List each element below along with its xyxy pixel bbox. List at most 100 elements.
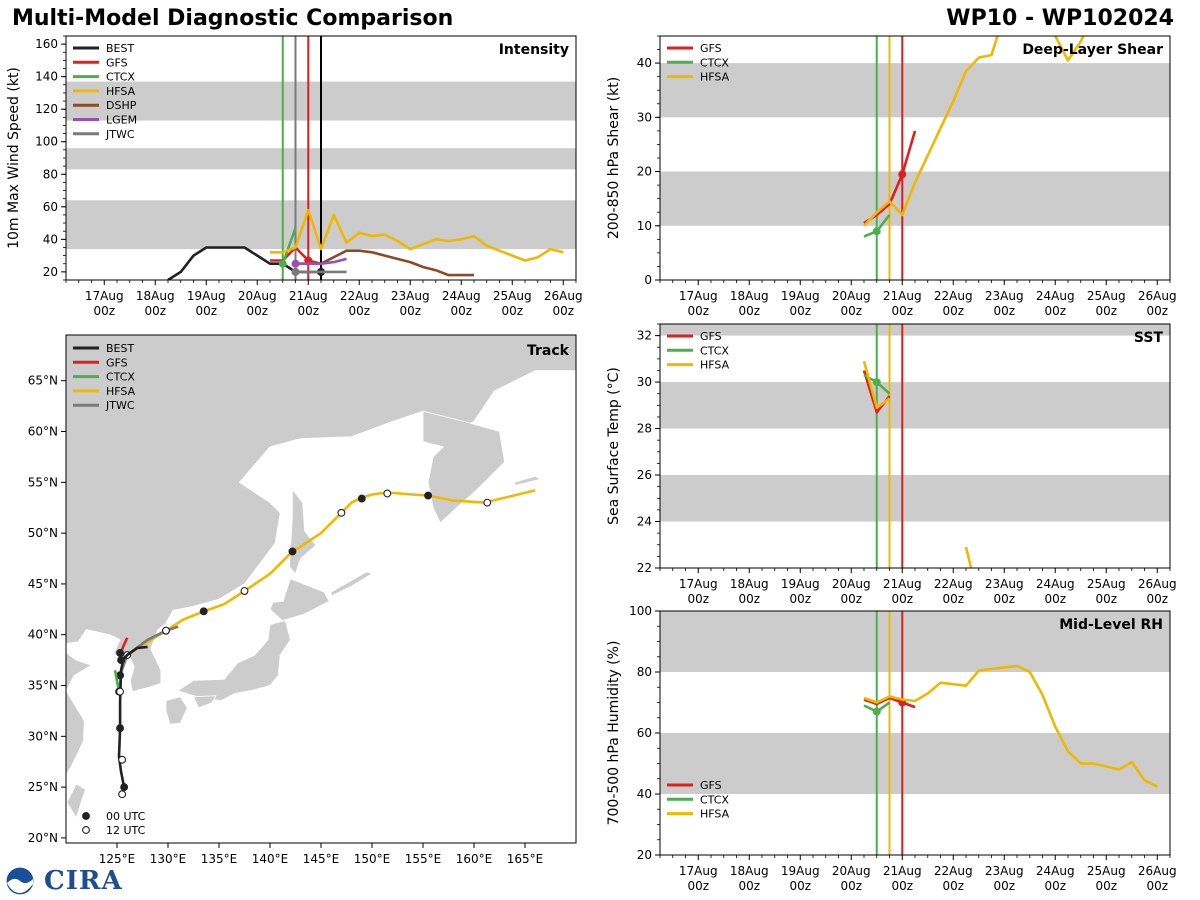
track-lat-tick-label: 35°N — [28, 679, 58, 693]
rh-legend-label-ctcx: CTCX — [700, 793, 729, 806]
track-position-00utc — [116, 724, 125, 733]
track-position-12utc — [337, 508, 346, 517]
intensity-xtick-label-hour: 00z — [501, 304, 523, 318]
track-position-12utc — [240, 587, 249, 595]
track-title: Track — [527, 343, 570, 359]
intensity-xtick-label-hour: 00z — [195, 304, 217, 318]
track-lat-tick-label: 45°N — [28, 577, 58, 591]
track-position-12utc — [383, 489, 392, 498]
storm-id: WP10 - WP102024 — [946, 6, 1174, 31]
track-lon-tick-label: 130°E — [150, 852, 187, 866]
intensity-xtick-label-day: 21Aug — [289, 289, 328, 303]
rh-xtick-label-hour: 00z — [738, 879, 760, 893]
rh-xtick-label-hour: 00z — [1095, 879, 1117, 893]
rh-xtick-label-hour: 00z — [891, 879, 913, 893]
track-series-hfsa — [117, 489, 536, 676]
intensity-xtick-label-hour: 00z — [450, 304, 472, 318]
shear-xtick-label-day: 23Aug — [985, 289, 1024, 303]
shear-xtick-label-day: 24Aug — [1036, 289, 1075, 303]
sst-xtick-label-day: 20Aug — [832, 577, 871, 591]
intensity-marker-jtwc — [291, 267, 300, 276]
sst-xtick-label-day: 26Aug — [1138, 577, 1177, 591]
shear-xtick-label-day: 19Aug — [781, 289, 820, 303]
track-lat-tick-label: 50°N — [28, 526, 58, 540]
sst-xtick-label-day: 22Aug — [934, 577, 973, 591]
sst-xtick-label-hour: 00z — [1044, 592, 1066, 606]
shear-xtick-label-day: 20Aug — [832, 289, 871, 303]
intensity-xtick-label-day: 26Aug — [544, 289, 583, 303]
sst-marker-ctcx — [872, 378, 881, 387]
shear-marker-gfs — [898, 170, 907, 179]
track-lon-tick-label: 125°E — [99, 852, 136, 866]
shear-xtick-label-day: 22Aug — [934, 289, 973, 303]
sst-legend-label-gfs: GFS — [700, 330, 722, 343]
intensity-ytick-label: 160 — [35, 37, 58, 51]
track-position-12utc — [118, 755, 127, 764]
shear-xtick-label-day: 18Aug — [730, 289, 769, 303]
sst-band — [660, 382, 1170, 429]
intensity-xtick-label-hour: 00z — [399, 304, 421, 318]
shear-legend-label-hfsa: HFSA — [700, 71, 730, 84]
shear-band — [660, 63, 1170, 118]
rh-series-hfsa — [863, 664, 1158, 788]
track-series-jtwc — [118, 625, 179, 676]
rh-xtick-label-day: 24Aug — [1036, 864, 1075, 878]
shear-ytick-label: 0 — [644, 273, 652, 287]
track-position-00utc — [116, 649, 125, 657]
intensity-xtick-label-hour: 00z — [144, 304, 166, 318]
sst-panel: 22242628303217Aug00z18Aug00z19Aug00z20Au… — [606, 323, 1177, 606]
sst-xtick-label-day: 19Aug — [781, 577, 820, 591]
sst-xtick-label-hour: 00z — [1146, 592, 1168, 606]
rh-xtick-label-hour: 00z — [840, 879, 862, 893]
intensity-ytick-label: 140 — [35, 70, 58, 84]
shear-xtick-label-hour: 00z — [738, 304, 760, 318]
marker-legend-00utc-icon — [82, 812, 90, 820]
track-position-00utc — [117, 656, 126, 665]
rh-xtick-label-day: 26Aug — [1138, 864, 1177, 878]
cira-logo: CIRA — [4, 866, 122, 896]
track-lon-tick-label: 150°E — [354, 852, 391, 866]
intensity-ytick-label: 20 — [43, 265, 58, 279]
rh-title: Mid-Level RH — [1059, 617, 1163, 633]
sst-xtick-label-hour: 00z — [942, 592, 964, 606]
intensity-panel: 2040608010012014016017Aug00z18Aug00z19Au… — [6, 35, 583, 318]
island-shikoku — [192, 695, 217, 709]
coast-china — [66, 652, 93, 776]
track-lon-tick-label: 165°E — [507, 852, 544, 866]
intensity-xtick-label-hour: 00z — [348, 304, 370, 318]
shear-xtick-label-hour: 00z — [891, 304, 913, 318]
shear-marker-ctcx — [872, 227, 881, 236]
islands-kurils — [330, 571, 373, 597]
intensity-xtick-label-day: 18Aug — [136, 289, 175, 303]
intensity-xtick-label-day: 25Aug — [493, 289, 532, 303]
rh-xtick-label-day: 22Aug — [934, 864, 973, 878]
shear-panel: 01020304017Aug00z18Aug00z19Aug00z20Aug00… — [606, 35, 1177, 318]
track-legend-label-ctcx: CTCX — [106, 371, 135, 384]
track-legend-label-gfs: GFS — [106, 356, 128, 369]
rh-xtick-label-day: 20Aug — [832, 864, 871, 878]
track-position-12utc — [162, 626, 170, 635]
intensity-ytick-label: 40 — [43, 232, 58, 246]
sst-xtick-label-day: 24Aug — [1036, 577, 1075, 591]
peninsula-kamchatka — [422, 410, 506, 524]
shear-xtick-label-hour: 00z — [1044, 304, 1066, 318]
rh-ylabel: 700-500 hPa Humidity (%) — [606, 641, 622, 826]
intensity-legend-label-dshp: DSHP — [106, 99, 137, 112]
rh-series-gfs — [863, 696, 916, 709]
sst-ytick-label: 24 — [637, 515, 652, 529]
shear-xtick-label-day: 21Aug — [883, 289, 922, 303]
sst-legend-label-ctcx: CTCX — [700, 344, 729, 357]
shear-xtick-label-hour: 00z — [687, 304, 709, 318]
cira-logo-text: CIRA — [44, 866, 123, 896]
rh-xtick-label-hour: 00z — [942, 879, 964, 893]
intensity-legend-label-ctcx: CTCX — [106, 71, 135, 84]
rh-xtick-label-day: 18Aug — [730, 864, 769, 878]
track-lat-tick-label: 60°N — [28, 425, 58, 439]
intensity-xtick-label-day: 19Aug — [187, 289, 226, 303]
intensity-ytick-label: 120 — [35, 102, 58, 116]
rh-legend-label-hfsa: HFSA — [700, 808, 730, 821]
noaa-logo-icon — [5, 866, 35, 896]
rh-xtick-label-hour: 00z — [687, 879, 709, 893]
intensity-xtick-label-hour: 00z — [297, 304, 319, 318]
